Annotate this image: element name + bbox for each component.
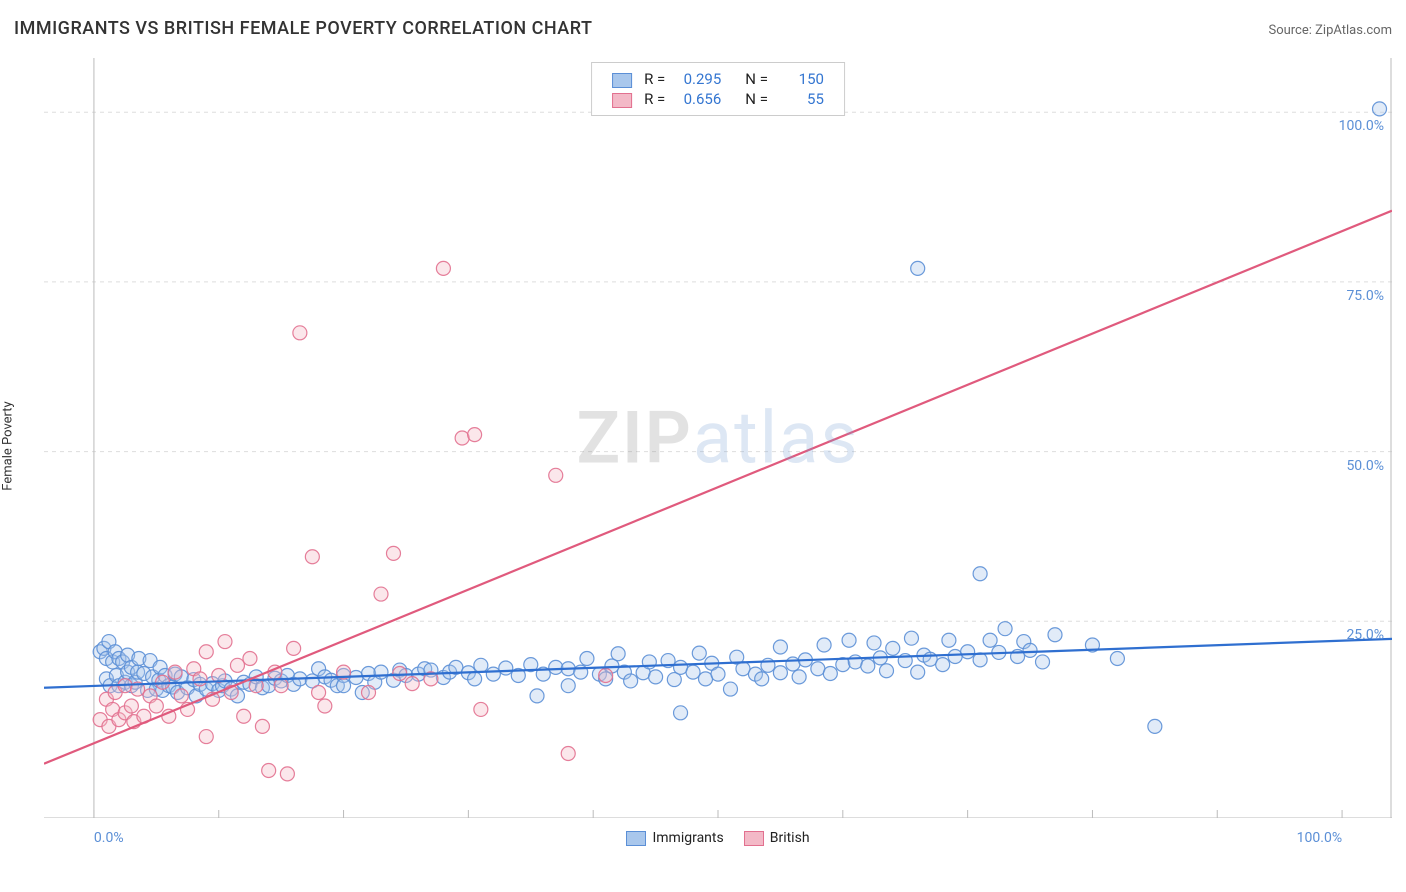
stat-r-label: R = xyxy=(638,69,671,89)
title-bar: IMMIGRANTS VS BRITISH FEMALE POVERTY COR… xyxy=(14,18,1392,39)
legend-swatch xyxy=(626,831,646,846)
stats-legend-row: R = 0.295 N = 150 xyxy=(606,69,830,89)
stat-n-value: 150 xyxy=(780,70,824,88)
legend-label: Immigrants xyxy=(652,830,723,846)
legend-swatch xyxy=(612,73,632,88)
chart-svg xyxy=(44,58,1392,818)
stat-n-label: N = xyxy=(739,89,774,109)
chart-title: IMMIGRANTS VS BRITISH FEMALE POVERTY COR… xyxy=(14,18,592,39)
stat-r-label: R = xyxy=(638,89,671,109)
bottom-legend: Immigrants British xyxy=(44,830,1392,850)
legend-swatch xyxy=(612,93,632,108)
bottom-legend-item: British xyxy=(744,830,810,846)
y-tick-label: 50.0% xyxy=(1346,458,1384,474)
stat-n-label: N = xyxy=(739,69,774,89)
chart-area: ZIPatlas R =0.295N =150R =0.656N =55 25.… xyxy=(44,58,1392,818)
bottom-legend-item: Immigrants xyxy=(626,830,723,846)
stats-legend-row: R = 0.656 N = 55 xyxy=(606,89,830,109)
legend-label: British xyxy=(770,830,810,846)
stat-r-value: 0.295 xyxy=(677,70,721,88)
stat-r-value: 0.656 xyxy=(677,90,721,108)
source-label: Source: ZipAtlas.com xyxy=(1268,23,1392,38)
stats-legend: R = 0.295 N = 150 R = 0.656 N = 55 xyxy=(591,62,845,116)
stats-legend-table: R = 0.295 N = 150 R = 0.656 N = 55 xyxy=(606,69,830,109)
legend-swatch xyxy=(744,831,764,846)
y-tick-label: 75.0% xyxy=(1346,288,1384,304)
stat-n-value: 55 xyxy=(780,90,824,108)
y-tick-label: 25.0% xyxy=(1346,627,1384,643)
y-tick-label: 100.0% xyxy=(1339,118,1384,134)
y-axis-label: Female Poverty xyxy=(1,401,16,490)
